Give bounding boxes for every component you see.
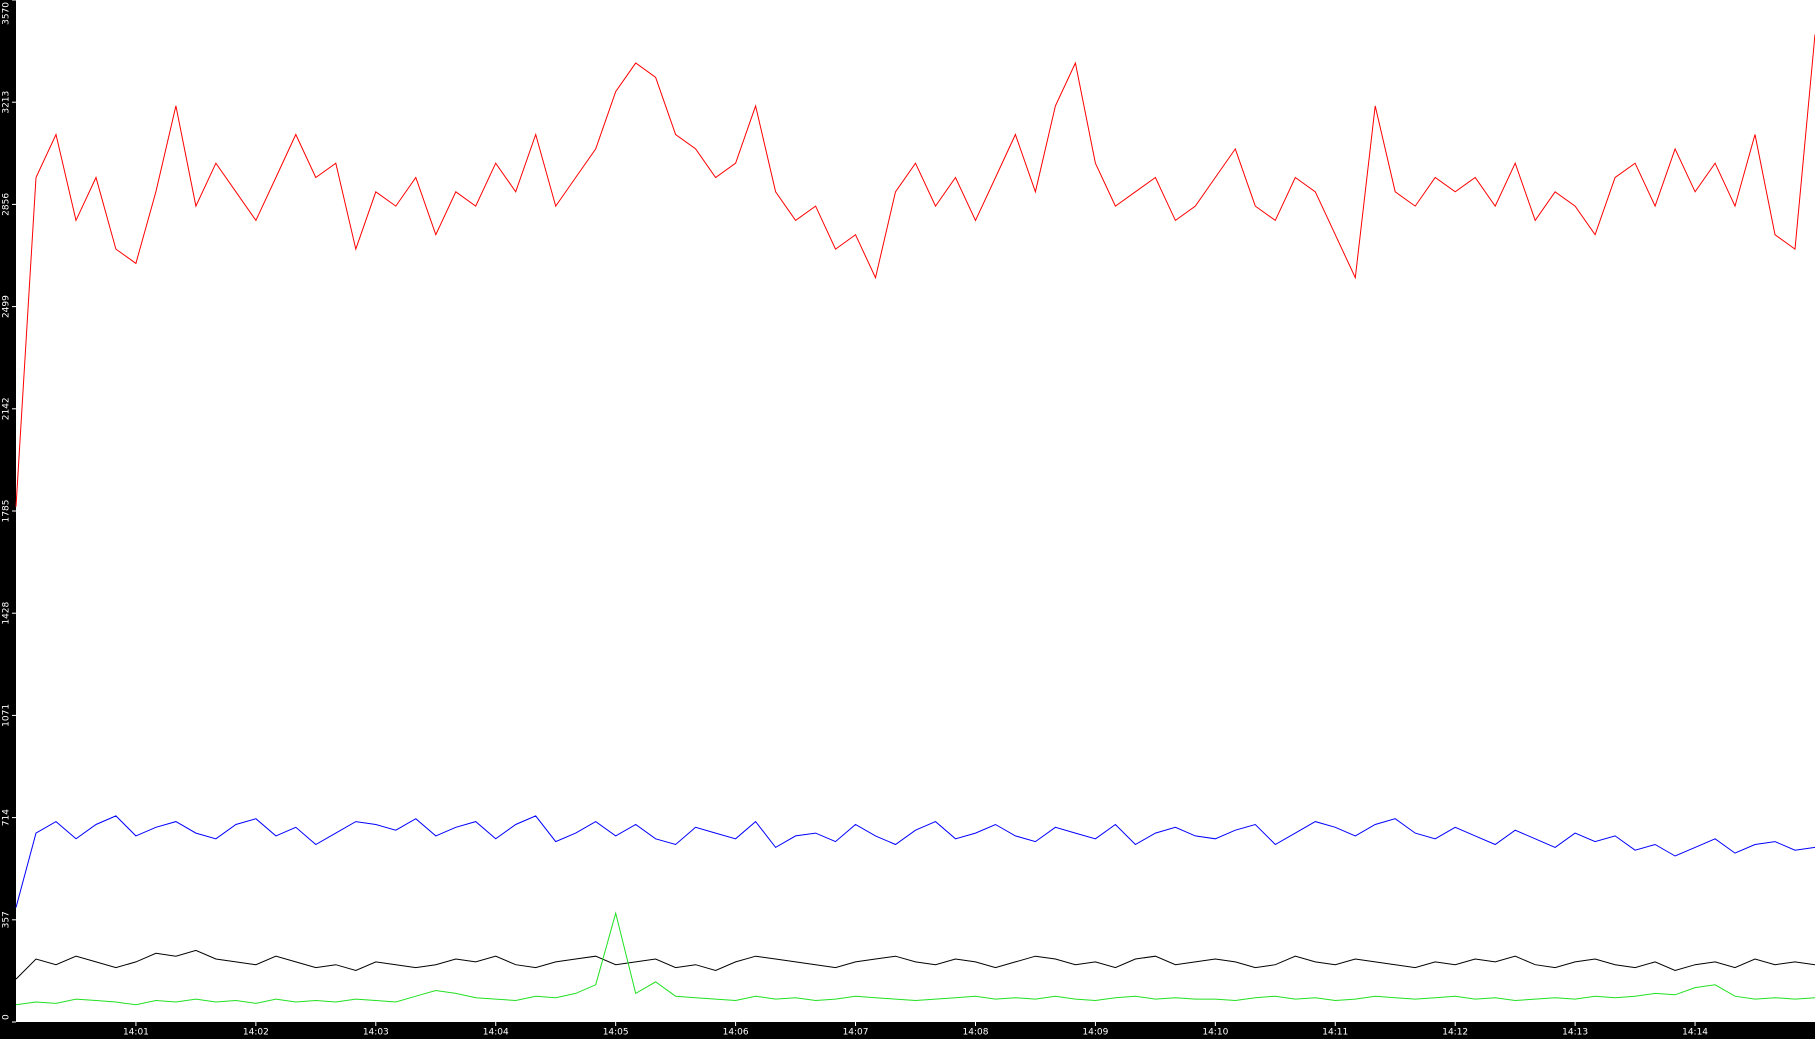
y-tick-label: 357 [2, 911, 12, 928]
y-tick-label: 2499 [2, 295, 12, 318]
x-tick-label: 14:06 [723, 1028, 749, 1038]
x-tick-label: 14:14 [1682, 1028, 1708, 1038]
x-tick-label: 14:11 [1322, 1028, 1348, 1038]
x-tick-label: 14:01 [123, 1028, 149, 1038]
x-axis-strip [0, 1022, 1815, 1039]
x-tick-label: 14:05 [603, 1028, 629, 1038]
series-line [15, 949, 1815, 980]
x-tick-label: 14:13 [1562, 1028, 1588, 1038]
x-tick-label: 14:10 [1202, 1028, 1228, 1038]
x-tick-label: 14:08 [962, 1028, 988, 1038]
y-tick-label: 3570 [2, 2, 12, 25]
y-tick-label: 714 [2, 809, 12, 826]
series-line [15, 815, 1815, 908]
y-tick-label: 1071 [2, 704, 12, 727]
series-line [15, 34, 1815, 507]
y-tick-label: 2142 [2, 397, 12, 420]
y-tick-label: 0 [2, 1014, 12, 1020]
x-tick-label: 14:12 [1442, 1028, 1468, 1038]
x-tick-label: 14:03 [363, 1028, 389, 1038]
x-tick-label: 14:09 [1082, 1028, 1108, 1038]
x-tick-label: 14:02 [243, 1028, 269, 1038]
y-tick-label: 3213 [2, 91, 12, 114]
y-tick-label: 1428 [2, 601, 12, 624]
x-tick-label: 14:04 [483, 1028, 509, 1038]
y-tick-label: 1785 [2, 500, 12, 523]
y-tick-label: 2856 [2, 193, 12, 216]
series-line [15, 911, 1815, 1006]
x-tick-label: 14:07 [843, 1028, 869, 1038]
y-axis-strip [0, 0, 16, 1039]
